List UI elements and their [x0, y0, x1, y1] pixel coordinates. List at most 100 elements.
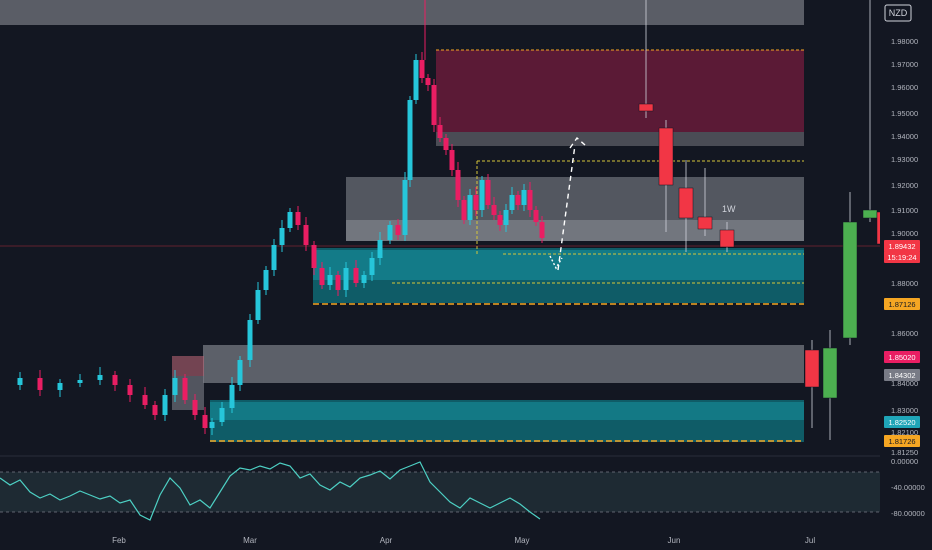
daily-candle	[255, 290, 261, 320]
daily-candle	[479, 180, 485, 210]
price-tag	[884, 369, 920, 381]
teal-demand-zone-lower-light	[210, 402, 804, 420]
gray-zone-lower	[203, 345, 804, 383]
price-tag	[884, 298, 920, 310]
daily-candle	[443, 138, 449, 150]
time-axis-label: Apr	[380, 536, 393, 545]
daily-candle	[182, 378, 188, 400]
time-axis-label: Mar	[243, 536, 257, 545]
weekly-label: 1W	[722, 204, 736, 214]
daily-candle	[152, 405, 158, 415]
price-tick-label: 1.90000	[891, 229, 918, 238]
price-tick-label: 1.96000	[891, 83, 918, 92]
price-tag	[884, 240, 920, 252]
daily-candle	[192, 400, 198, 415]
price-tag	[884, 416, 920, 428]
top-supply-zone	[0, 0, 804, 25]
daily-candle	[515, 195, 521, 205]
daily-candle	[57, 383, 63, 390]
daily-candle	[97, 375, 103, 380]
daily-candle	[343, 268, 349, 290]
time-axis-label: May	[514, 536, 529, 545]
daily-candle	[112, 375, 118, 385]
daily-candle	[311, 245, 317, 268]
daily-candle	[172, 378, 178, 395]
gray-zone-upper	[436, 132, 804, 146]
price-tick-label: 1.93000	[891, 155, 918, 164]
price-tag-label: 1.87126	[888, 300, 915, 309]
daily-candle	[219, 408, 225, 422]
price-tick-label: 1.98000	[891, 37, 918, 46]
daily-candle	[387, 225, 393, 240]
price-tag-label: 1.82520	[888, 418, 915, 427]
price-tick-label: 1.91000	[891, 206, 918, 215]
price-tick-label: 1.97000	[891, 60, 918, 69]
price-tick-label: 1.92000	[891, 181, 918, 190]
daily-candle	[209, 422, 215, 428]
gray-zone-middle-light	[346, 220, 804, 241]
weekly-candle	[638, 103, 654, 112]
time-axis-label: Feb	[112, 536, 126, 545]
daily-candle	[455, 170, 461, 200]
projection-arrow	[549, 136, 586, 271]
daily-candle	[533, 210, 539, 222]
oscillator-tick-label: -40.00000	[891, 483, 925, 492]
weekly-candle	[678, 187, 694, 219]
price-tick-label: 1.84000	[891, 379, 918, 388]
price-tick-label: 1.81250	[891, 448, 918, 457]
daily-candle	[237, 360, 243, 385]
daily-candle	[229, 385, 235, 408]
daily-candle	[497, 215, 503, 225]
price-tick-label: 1.86000	[891, 329, 918, 338]
daily-candle	[77, 380, 83, 383]
daily-candle	[263, 270, 269, 290]
weekly-candles	[638, 0, 892, 440]
daily-candle	[162, 395, 168, 415]
oscillator-tick-label: 0.00000	[891, 457, 918, 466]
oscillator-line	[0, 461, 541, 521]
daily-candle	[491, 205, 497, 215]
daily-candle	[353, 268, 359, 283]
price-tag-label: 1.89432	[888, 242, 915, 251]
price-axis[interactable]: NZD 1.98000 1.97000 1.96000 1.95000 1.94000 1…	[880, 0, 932, 550]
weekly-candle	[822, 347, 838, 399]
daily-candle	[142, 395, 148, 405]
daily-candle	[413, 60, 419, 100]
weekly-candle	[804, 349, 820, 388]
daily-candle	[287, 212, 293, 228]
daily-candle	[461, 200, 467, 220]
daily-candle	[402, 180, 408, 235]
daily-candle	[335, 275, 341, 290]
price-tag	[884, 351, 920, 363]
dashed-lines	[0, 49, 932, 442]
daily-candle	[539, 222, 545, 238]
price-tag-label: 1.85020	[888, 353, 915, 362]
daily-candle	[521, 190, 527, 205]
daily-candle	[127, 385, 133, 395]
daily-candle	[467, 195, 473, 220]
daily-candle	[485, 180, 491, 205]
daily-candle	[473, 195, 479, 210]
price-tag-label: 1.84302	[888, 371, 915, 380]
daily-candle	[247, 320, 253, 360]
currency-badge[interactable]	[884, 4, 912, 22]
price-tag-label: 1.81726	[888, 437, 915, 446]
time-axis-label: Jul	[805, 536, 815, 545]
daily-candle	[202, 415, 208, 428]
daily-candle	[295, 212, 301, 225]
price-tick-label: 1.88000	[891, 279, 918, 288]
daily-candle	[419, 60, 425, 78]
time-axis[interactable]: Feb Mar Apr May Jun Jul	[112, 536, 815, 545]
daily-candle	[527, 190, 533, 210]
daily-candle	[395, 225, 401, 235]
daily-candle	[431, 85, 437, 125]
price-tick-label: 1.83000	[891, 406, 918, 415]
daily-candle	[437, 125, 443, 138]
price-tag	[884, 251, 920, 263]
daily-candle	[509, 195, 515, 210]
price-tick-label: 1.94000	[891, 132, 918, 141]
weekly-candle	[719, 229, 735, 248]
daily-candles	[17, 0, 545, 435]
oscillator-tick-label: -80.00000	[891, 509, 925, 518]
